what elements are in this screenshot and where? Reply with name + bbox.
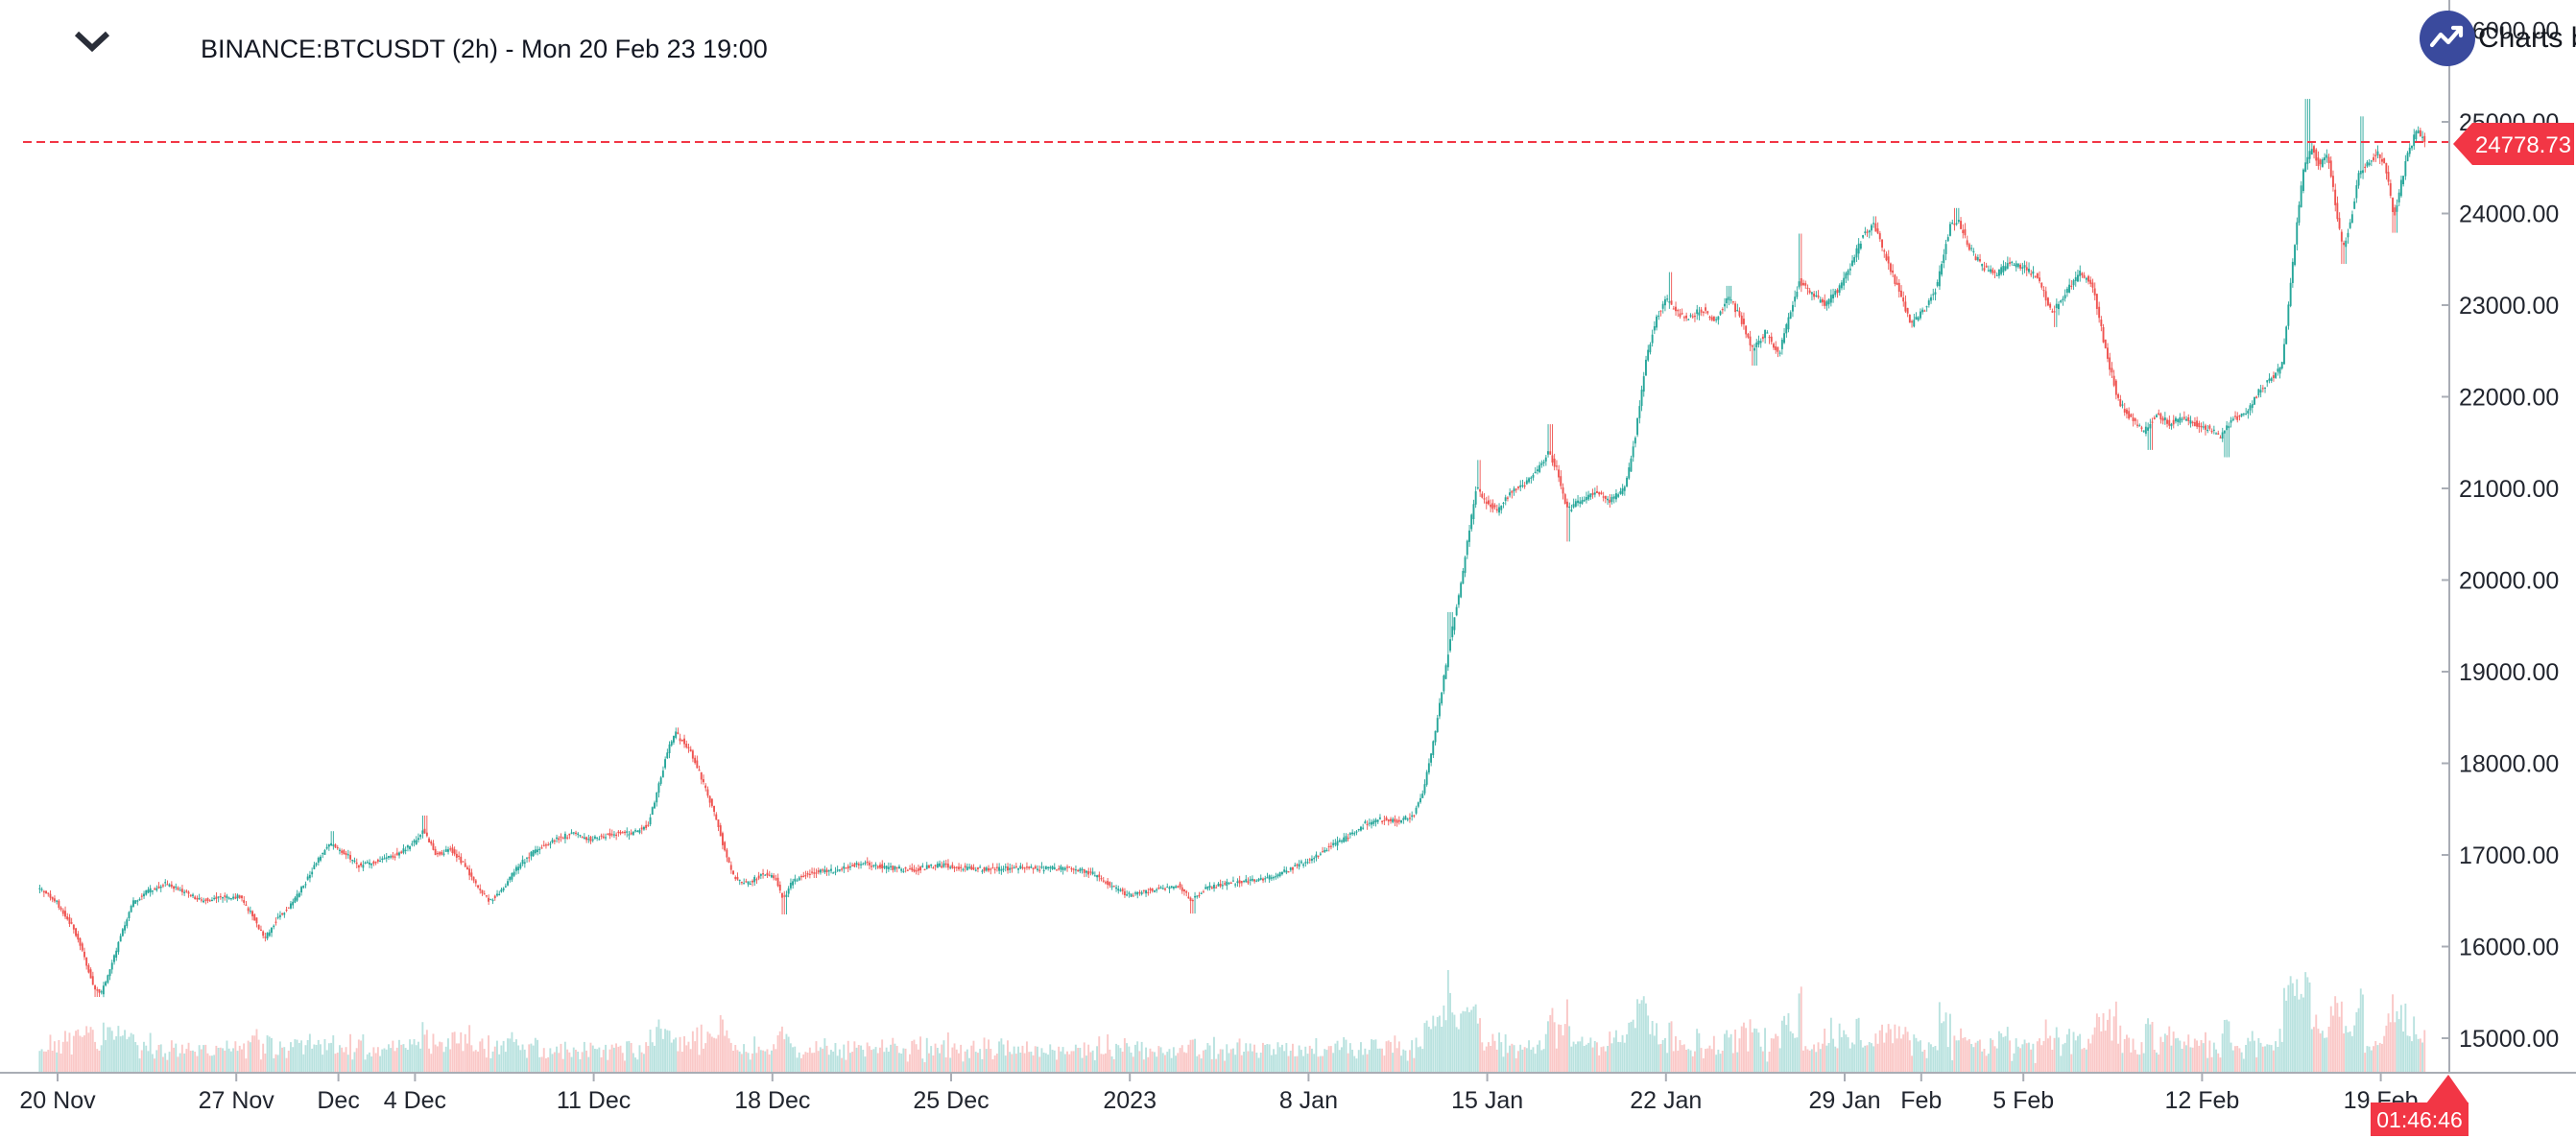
- countdown-pointer: [2426, 1075, 2469, 1103]
- price-tick-label: 22000.00: [2459, 385, 2559, 412]
- price-tick-label: 18000.00: [2459, 751, 2559, 778]
- trending-up-logo-icon[interactable]: [2418, 9, 2477, 68]
- time-tick-label: Feb: [1900, 1087, 1942, 1114]
- price-tick-label: 21000.00: [2459, 476, 2559, 503]
- countdown-box: [2371, 1102, 2469, 1136]
- countdown-tag: 01:46:46: [2371, 1075, 2469, 1136]
- time-tick-label: 8 Jan: [1279, 1087, 1338, 1114]
- time-tick-label: 12 Feb: [2164, 1087, 2239, 1114]
- volume-layer: [38, 970, 2426, 1072]
- time-tick-label: 20 Nov: [19, 1087, 96, 1114]
- candlestick-layer: [38, 99, 2426, 998]
- time-tick-label: 27 Nov: [199, 1087, 275, 1114]
- price-tick-label: 24000.00: [2459, 202, 2559, 228]
- price-tick-label: 23000.00: [2459, 293, 2559, 320]
- time-tick-label: 29 Jan: [1808, 1087, 1880, 1114]
- time-tick-label: 11 Dec: [557, 1087, 631, 1114]
- price-tick-label: 16000.00: [2459, 935, 2559, 961]
- last-price-tag-text: 24778.73: [2475, 132, 2571, 158]
- attribution-text[interactable]: Charts by: [2478, 22, 2576, 54]
- price-tick-label: 20000.00: [2459, 568, 2559, 595]
- time-tick-label: Dec: [317, 1087, 359, 1114]
- countdown-text: 01:46:46: [2376, 1107, 2463, 1132]
- time-tick-label: 5 Feb: [1992, 1087, 2054, 1114]
- price-tick-label: 19000.00: [2459, 659, 2559, 686]
- last-price-tag-shape: [2453, 123, 2574, 165]
- axes-layer[interactable]: 26000.0025000.0024000.0023000.0022000.00…: [0, 0, 2576, 1114]
- chevron-down-icon[interactable]: [73, 29, 111, 56]
- price-tick-label: 26000.00: [2459, 18, 2559, 45]
- time-tick-label: 15 Jan: [1451, 1087, 1523, 1114]
- time-tick-label: 2023: [1103, 1087, 1157, 1114]
- time-tick-label: 18 Dec: [734, 1087, 810, 1114]
- chart-title: BINANCE:BTCUSDT (2h) - Mon 20 Feb 23 19:…: [201, 35, 768, 63]
- price-tick-label: 17000.00: [2459, 842, 2559, 869]
- time-tick-label: 4 Dec: [384, 1087, 446, 1114]
- time-tick-label: 25 Dec: [913, 1087, 989, 1114]
- price-tick-label: 15000.00: [2459, 1026, 2559, 1053]
- last-price-tag: 24778.73: [2453, 123, 2574, 165]
- time-tick-label: 22 Jan: [1630, 1087, 1702, 1114]
